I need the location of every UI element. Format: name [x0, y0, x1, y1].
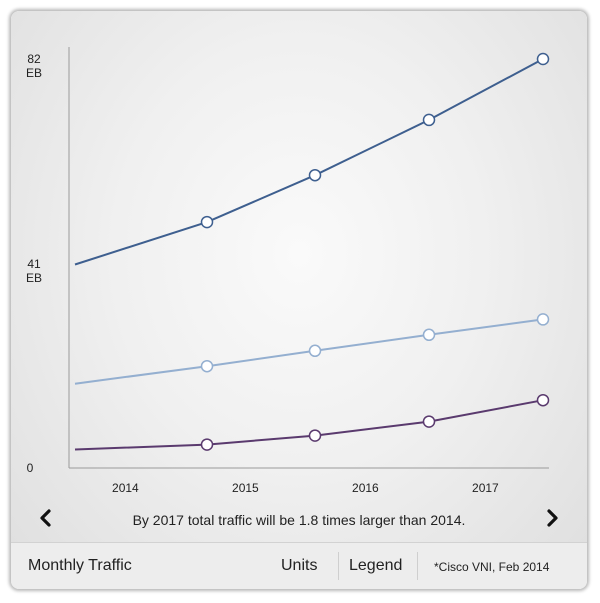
data-point[interactable]	[536, 313, 550, 326]
data-point[interactable]	[422, 328, 436, 342]
data-point[interactable]	[308, 168, 322, 182]
y-tick-label: 82 EB	[21, 52, 47, 80]
x-tick-label: 2017	[472, 481, 499, 495]
data-point[interactable]	[536, 393, 550, 407]
footer-title: Monthly Traffic	[28, 557, 132, 574]
source-note: *Cisco VNI, Feb 2014	[434, 560, 550, 574]
data-point[interactable]	[422, 113, 436, 127]
data-point[interactable]	[200, 359, 214, 373]
divider	[417, 552, 418, 580]
data-point[interactable]	[536, 52, 550, 66]
chevron-left-icon[interactable]	[36, 508, 56, 528]
line-chart	[68, 47, 550, 469]
x-tick-label: 2014	[112, 481, 139, 495]
data-point[interactable]	[308, 429, 322, 442]
chart-caption: By 2017 total traffic will be 1.8 times …	[132, 512, 466, 528]
y-tick-unit: EB	[25, 66, 42, 80]
x-tick-label: 2016	[352, 481, 379, 495]
data-point[interactable]	[200, 215, 214, 229]
legend-button[interactable]: Legend	[349, 557, 403, 574]
chart-card: 82 EB 41 EB 0 2014 2015 2016 2017 By 2017 total…	[11, 11, 587, 589]
y-tick-label: 41 EB	[21, 257, 47, 285]
y-tick-value: 82	[27, 52, 41, 66]
x-tick-label: 2015	[232, 481, 259, 495]
data-point[interactable]	[200, 438, 214, 451]
y-tick-unit: EB	[25, 270, 42, 285]
data-point[interactable]	[422, 415, 436, 428]
footer-bar: Monthly Traffic Units Legend *Cisco VNI,…	[11, 542, 587, 589]
units-button[interactable]: Units	[281, 557, 318, 574]
divider	[338, 552, 339, 580]
y-tick-value: 41	[27, 256, 41, 271]
data-point[interactable]	[308, 344, 322, 358]
y-tick-label: 0	[25, 461, 35, 475]
chevron-right-icon[interactable]	[542, 508, 562, 528]
series-line-1	[74, 58, 544, 266]
series-line-3	[74, 399, 544, 451]
y-tick-value: 0	[26, 461, 34, 475]
